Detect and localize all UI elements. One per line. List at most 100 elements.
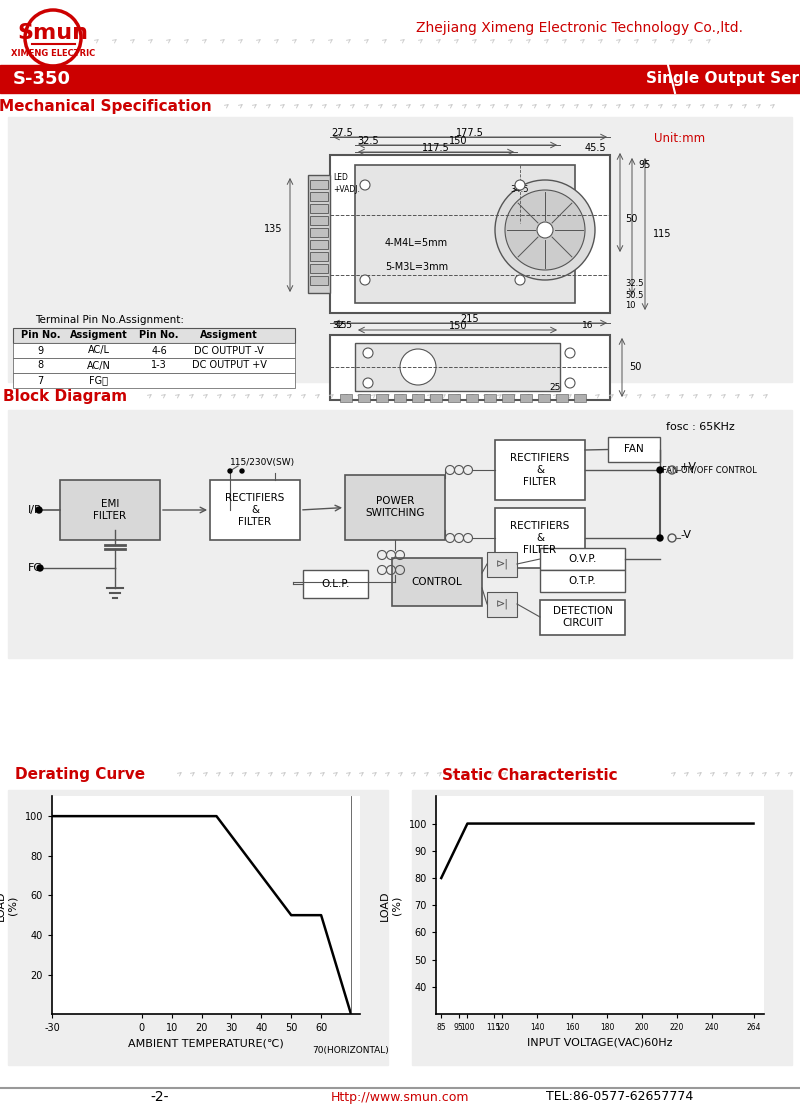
- Text: CONTROL: CONTROL: [412, 577, 462, 587]
- Circle shape: [360, 180, 370, 190]
- Bar: [8, 790, 388, 1065]
- Circle shape: [537, 222, 553, 238]
- Text: FAN ON/OFF CONTROL: FAN ON/OFF CONTROL: [662, 466, 757, 474]
- Bar: [358, 394, 370, 401]
- Bar: [330, 335, 610, 400]
- Text: Pin No.: Pin No.: [21, 331, 60, 341]
- Bar: [13, 373, 295, 388]
- Bar: [495, 440, 585, 500]
- Text: 115/230V(SW): 115/230V(SW): [230, 458, 295, 467]
- Bar: [13, 358, 295, 373]
- Text: Zhejiang Ximeng Electronic Technology Co.,ltd.: Zhejiang Ximeng Electronic Technology Co…: [417, 21, 743, 35]
- Text: 7: 7: [38, 376, 44, 386]
- Bar: [210, 480, 300, 540]
- Bar: [538, 394, 550, 401]
- Bar: [540, 570, 625, 592]
- Text: Mechanical Specification: Mechanical Specification: [0, 100, 211, 115]
- Text: RECTIFIERS: RECTIFIERS: [510, 521, 570, 531]
- Text: Single Output Series: Single Output Series: [646, 72, 800, 86]
- Text: O.V.P.: O.V.P.: [568, 554, 597, 564]
- Text: S-350: S-350: [13, 70, 71, 88]
- Text: 95: 95: [638, 160, 650, 170]
- Text: FILTER: FILTER: [94, 511, 126, 521]
- Text: EMI: EMI: [101, 499, 119, 509]
- Text: 50.5: 50.5: [625, 291, 643, 300]
- Text: TEL:86-0577-62657774: TEL:86-0577-62657774: [546, 1091, 694, 1104]
- Circle shape: [657, 535, 663, 541]
- Text: Http://www.smun.com: Http://www.smun.com: [330, 1091, 470, 1104]
- Bar: [310, 240, 328, 249]
- Bar: [412, 394, 424, 401]
- Text: AC/L: AC/L: [88, 345, 110, 355]
- Bar: [310, 216, 328, 225]
- Circle shape: [515, 180, 525, 190]
- Text: SWITCHING: SWITCHING: [366, 509, 425, 519]
- Text: 45.5: 45.5: [584, 143, 606, 153]
- Bar: [484, 394, 496, 401]
- X-axis label: AMBIENT TEMPERATURE(℃): AMBIENT TEMPERATURE(℃): [128, 1039, 284, 1048]
- Text: &: &: [251, 505, 259, 515]
- Bar: [13, 343, 295, 358]
- Circle shape: [36, 507, 42, 513]
- Text: 32.5: 32.5: [357, 136, 379, 146]
- Text: +VADJ.: +VADJ.: [333, 185, 360, 194]
- Bar: [540, 547, 625, 570]
- Bar: [13, 328, 295, 343]
- Circle shape: [360, 275, 370, 285]
- Bar: [310, 264, 328, 273]
- Text: 32.5: 32.5: [332, 322, 352, 331]
- Text: 150: 150: [449, 136, 467, 146]
- Bar: [520, 394, 532, 401]
- Bar: [330, 155, 610, 313]
- Text: Block Diagram: Block Diagram: [3, 389, 127, 405]
- Text: 5-M3L=3mm: 5-M3L=3mm: [385, 262, 448, 272]
- Text: 50: 50: [625, 213, 638, 225]
- Text: -2-: -2-: [150, 1091, 170, 1104]
- Text: 215: 215: [461, 314, 479, 324]
- Bar: [310, 192, 328, 201]
- Text: I/P: I/P: [28, 505, 42, 515]
- Y-axis label: LOAD
(%): LOAD (%): [0, 890, 18, 920]
- Bar: [574, 394, 586, 401]
- Bar: [502, 394, 514, 401]
- Circle shape: [505, 190, 585, 270]
- Bar: [394, 394, 406, 401]
- Bar: [345, 474, 445, 540]
- Text: POWER: POWER: [376, 497, 414, 507]
- Text: 4-6: 4-6: [151, 345, 167, 355]
- Text: &: &: [536, 533, 544, 543]
- Text: +V: +V: [680, 462, 697, 472]
- Text: 15: 15: [336, 322, 348, 331]
- Text: 25: 25: [550, 384, 561, 393]
- Text: FILTER: FILTER: [523, 477, 557, 487]
- Text: 34.5: 34.5: [510, 186, 529, 195]
- Circle shape: [228, 469, 232, 473]
- Text: ⊳|: ⊳|: [495, 559, 509, 570]
- Bar: [308, 175, 330, 293]
- Text: ⊳|: ⊳|: [495, 598, 509, 609]
- Text: Terminal Pin No.Assignment:: Terminal Pin No.Assignment:: [35, 315, 184, 325]
- Bar: [340, 394, 352, 401]
- Text: 27.5: 27.5: [331, 128, 353, 138]
- Text: fosc : 65KHz: fosc : 65KHz: [666, 422, 734, 432]
- Text: 135: 135: [263, 225, 282, 234]
- Bar: [376, 394, 388, 401]
- Text: O.L.P.: O.L.P.: [322, 580, 350, 589]
- Text: FG: FG: [28, 563, 43, 573]
- Bar: [355, 343, 560, 392]
- Bar: [310, 252, 328, 261]
- Text: RECTIFIERS: RECTIFIERS: [510, 453, 570, 463]
- Circle shape: [657, 467, 663, 473]
- Circle shape: [363, 378, 373, 388]
- Text: 177.5: 177.5: [456, 128, 484, 138]
- Text: 150: 150: [449, 321, 467, 331]
- Bar: [487, 552, 517, 577]
- Text: 16: 16: [582, 322, 594, 331]
- Circle shape: [400, 349, 436, 385]
- Circle shape: [240, 469, 244, 473]
- Text: 50: 50: [629, 363, 642, 373]
- Text: Smun: Smun: [18, 23, 89, 43]
- Text: DC OUTPUT -V: DC OUTPUT -V: [194, 345, 264, 355]
- Bar: [310, 180, 328, 189]
- Circle shape: [363, 348, 373, 358]
